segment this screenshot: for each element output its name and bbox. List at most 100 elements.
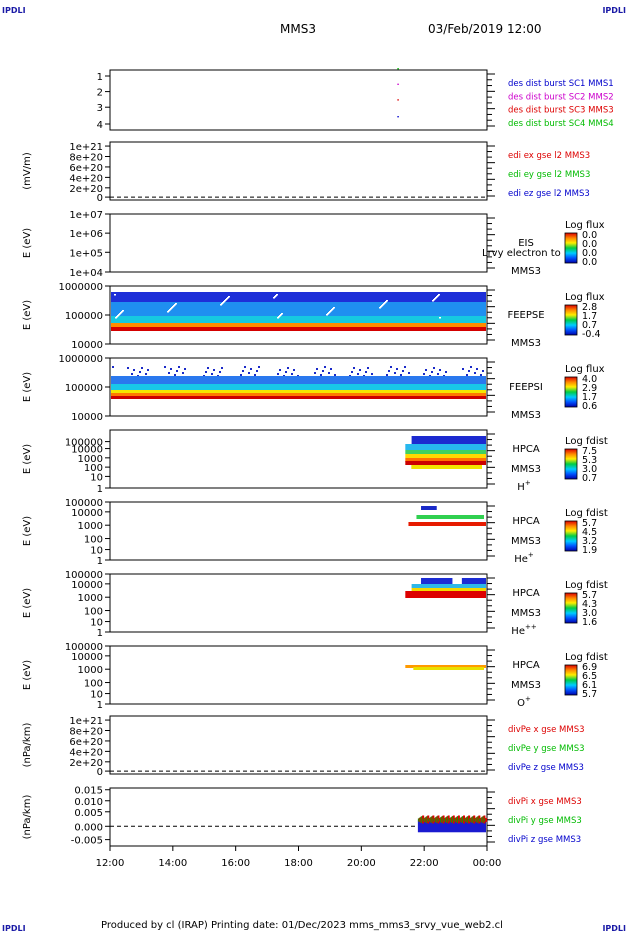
colorbar-tick-label: 5.7 — [582, 518, 597, 529]
spectrogram-speck — [114, 294, 116, 296]
y-tick-label: 0 — [97, 767, 103, 778]
spectrogram-speck — [244, 366, 246, 368]
spectrogram-speck — [383, 303, 385, 305]
spectrogram-speck — [242, 370, 244, 372]
spectrogram-speck — [168, 372, 170, 374]
spectrogram-speck — [390, 366, 392, 368]
y-tick-label: 10000 — [71, 580, 103, 591]
spectrogram-speck — [224, 300, 226, 302]
y-tick-label: 0.000 — [74, 822, 103, 833]
legend-entry: divPe y gse MMS3 — [508, 744, 585, 754]
colorbar — [564, 448, 578, 480]
spectrogram-speck — [379, 307, 381, 309]
y-tick-label: 0.005 — [74, 808, 103, 819]
spectrogram-band — [416, 515, 484, 519]
y-tick-label: 0.015 — [74, 786, 103, 797]
panel-frame-8 — [109, 573, 488, 633]
spectrogram-speck — [120, 312, 122, 314]
spectrogram-speck — [381, 305, 383, 307]
spectrogram-speck — [384, 302, 386, 304]
spectrogram-speck — [116, 316, 118, 318]
y-axis-label: E (eV) — [22, 228, 33, 258]
spectrogram-speck — [254, 374, 256, 376]
spectrogram-speck — [275, 295, 277, 297]
x-tick-label: 22:00 — [410, 858, 439, 869]
colorbar-tick-label: 1.9 — [582, 545, 597, 556]
colorbar-tick-label: 1.6 — [582, 617, 597, 628]
y-tick-label: 100000 — [65, 438, 103, 449]
x-tick-label: 18:00 — [284, 858, 313, 869]
spectrogram-speck — [213, 369, 215, 371]
colorbar-title: Log flux — [565, 292, 605, 303]
spectrogram-band — [405, 461, 486, 465]
footer-text: Produced by cl (IRAP) Printing date: 01/… — [101, 920, 503, 931]
y-tick-label: 1e+04 — [69, 268, 103, 279]
spacecraft-label: MMS3 — [511, 338, 541, 349]
y-axis-label: E (eV) — [22, 300, 33, 330]
spectrogram-speck — [228, 296, 230, 298]
y-tick-label: 6e+20 — [69, 737, 103, 748]
spectrogram-band — [461, 578, 486, 584]
spectrogram-speck — [171, 307, 173, 309]
legend-entry: divPe z gse MMS3 — [508, 763, 584, 773]
spectrogram-band — [421, 506, 437, 510]
y-axis-label: E (eV) — [22, 588, 33, 618]
spectrogram-speck — [437, 295, 439, 297]
spectrogram-speck — [334, 374, 336, 376]
legend-entry: divPi y gse MMS3 — [508, 816, 582, 826]
spectrogram-speck — [174, 304, 176, 306]
corner-label-bl: IPDLI — [2, 924, 26, 933]
spectrogram-speck — [182, 372, 184, 374]
spectrogram-speck — [322, 370, 324, 372]
legend-entry: des dist burst SC4 MMS4 — [508, 119, 614, 129]
y-tick-label: 1 — [97, 556, 103, 567]
spectrogram-band — [111, 396, 486, 399]
spectrogram-speck — [172, 306, 174, 308]
spectrogram-speck — [470, 366, 472, 368]
y-tick-label: 10000 — [71, 652, 103, 663]
y-tick-label: 10000 — [71, 340, 103, 351]
spectrogram-speck — [221, 303, 223, 305]
instrument-label: HPCA — [512, 660, 540, 671]
y-tick-label: 4e+20 — [69, 747, 103, 758]
y-tick-label: 0.010 — [74, 797, 103, 808]
spectrogram-speck — [394, 372, 396, 374]
spectrogram-speck — [382, 304, 384, 306]
spectrogram-speck — [118, 314, 120, 316]
y-tick-label: 10000 — [71, 445, 103, 456]
signal-trace — [485, 817, 488, 822]
data-point — [397, 116, 399, 118]
y-tick-label: 6e+20 — [69, 163, 103, 174]
spectrogram-band — [405, 450, 486, 454]
spectrogram-speck — [353, 367, 355, 369]
spectrogram-speck — [316, 368, 318, 370]
spectrogram-speck — [480, 374, 482, 376]
spectrogram-speck — [277, 317, 279, 319]
colorbar-tick-label: 2.8 — [582, 302, 597, 313]
legend-entry: divPi x gse MMS3 — [508, 797, 582, 807]
panel-frame-10 — [109, 715, 488, 775]
colorbar-title: Log fdist — [565, 652, 608, 663]
spectrogram-speck — [112, 366, 114, 368]
spectrogram-speck — [221, 367, 223, 369]
x-tick-label: 20:00 — [347, 858, 376, 869]
colorbar-tick-label: 6.5 — [582, 671, 597, 682]
spectrogram-speck — [277, 373, 279, 375]
spectrogram-speck — [121, 311, 123, 313]
spectrogram-speck — [462, 368, 464, 370]
spectrogram-speck — [176, 370, 178, 372]
legend-entry: des dist burst SC3 MMS3 — [508, 106, 614, 116]
spectrogram-speck — [404, 366, 406, 368]
panel-frame-9 — [109, 645, 488, 705]
spectrogram-speck — [433, 367, 435, 369]
spectrogram-speck — [175, 303, 177, 305]
y-axis-label: (nPa/km) — [22, 723, 33, 768]
colorbar-tick-label: 0.6 — [582, 401, 597, 412]
spectrogram-speck — [173, 305, 175, 307]
legend-entry: divPe x gse MMS3 — [508, 725, 585, 735]
spectrogram-speck — [330, 368, 332, 370]
species-label: H+ — [517, 479, 531, 493]
spectrogram-speck — [207, 367, 209, 369]
species-label: He++ — [511, 623, 537, 637]
